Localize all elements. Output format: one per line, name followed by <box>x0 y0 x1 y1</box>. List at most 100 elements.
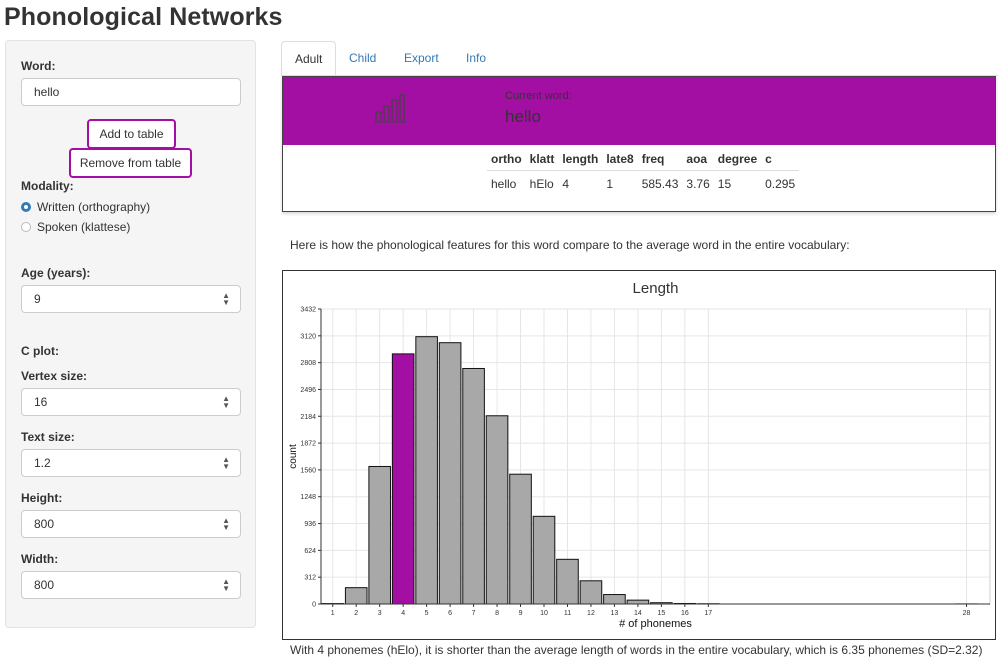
add-to-table-button[interactable]: Add to table <box>87 119 176 149</box>
y-axis-label: count <box>288 444 299 469</box>
radio-checked-icon[interactable] <box>21 202 31 212</box>
x-tick-label: 16 <box>681 610 689 617</box>
vertex-size-input[interactable]: 16 ▲ ▼ <box>21 388 241 416</box>
height-value: 800 <box>34 517 55 531</box>
y-tick-label: 312 <box>304 575 316 582</box>
chart-title: Length <box>633 280 679 297</box>
x-tick-label: 15 <box>657 610 665 617</box>
table-row: hello hElo 4 1 585.43 3.76 15 0.295 <box>487 170 799 197</box>
tabs-divider <box>281 75 998 76</box>
column-header-freq: freq <box>637 149 683 171</box>
x-tick-label: 5 <box>425 610 429 617</box>
spinner-arrows-icon[interactable]: ▲ ▼ <box>222 455 230 471</box>
table-cell-freq: 585.43 <box>641 176 679 191</box>
x-tick-label: 8 <box>495 610 499 617</box>
height-input[interactable]: 800 ▲ ▼ <box>21 510 241 538</box>
y-tick-label: 936 <box>304 521 316 528</box>
table-cell-late8: 1 <box>606 176 614 191</box>
table-cell-degree: 15 <box>717 176 732 191</box>
text-size-label: Text size: <box>21 430 75 444</box>
y-tick-label: 2496 <box>300 387 316 394</box>
width-value: 800 <box>34 578 55 592</box>
y-tick-label: 2808 <box>300 360 316 367</box>
x-tick-label: 1 <box>331 610 335 617</box>
bar-8 <box>485 415 509 605</box>
column-header-length: length <box>558 149 603 171</box>
modality-label: Modality: <box>21 179 74 193</box>
tab-info[interactable]: Info <box>466 51 487 65</box>
tab-adult[interactable]: Adult <box>281 41 337 76</box>
column-header-degree: degree <box>713 149 762 171</box>
column-header-late8: late8 <box>602 149 638 171</box>
width-input[interactable]: 800 ▲ ▼ <box>21 571 241 599</box>
y-tick-label: 0 <box>312 602 316 609</box>
x-tick-label: 4 <box>401 610 405 617</box>
x-tick-label: 14 <box>634 610 642 617</box>
radio-written[interactable]: Written (orthography) <box>21 200 150 214</box>
sidebar-panel: Word: hello Add to table Remove from tab… <box>5 40 256 628</box>
word-label: Word: <box>21 59 56 73</box>
table-cell-c: 0.295 <box>765 176 796 191</box>
table-header-row: ortho klatt length late8 freq aoa degree c <box>487 149 800 171</box>
y-tick-label: 3432 <box>300 307 316 314</box>
bar-12 <box>579 580 603 605</box>
bar-14 <box>626 599 650 605</box>
page-title: Phonological Networks <box>4 3 283 31</box>
spinner-arrows-icon[interactable]: ▲ ▼ <box>222 516 230 532</box>
x-tick-label: 12 <box>587 610 595 617</box>
y-tick-label: 1248 <box>300 494 316 501</box>
y-tick-label: 1872 <box>300 441 316 448</box>
width-label: Width: <box>21 552 59 566</box>
x-tick-label: 11 <box>564 610 571 617</box>
remove-from-table-button[interactable]: Remove from table <box>69 148 192 178</box>
table-cell-ortho: hello <box>491 176 517 191</box>
vertex-size-value: 16 <box>34 395 48 409</box>
radio-spoken[interactable]: Spoken (klattese) <box>21 220 130 234</box>
word-stats-table: ortho klatt length late8 freq aoa degree c hell… <box>487 149 800 197</box>
age-label: Age (years): <box>21 266 91 280</box>
radio-written-label: Written (orthography) <box>37 200 151 214</box>
x-axis-label: # of phonemes <box>619 618 692 630</box>
vertex-size-label: Vertex size: <box>21 369 88 383</box>
tab-child[interactable]: Child <box>349 51 377 65</box>
y-tick-label: 2184 <box>300 414 316 421</box>
spinner-arrows-icon[interactable]: ▲ ▼ <box>222 291 230 307</box>
table-cell-aoa: 3.76 <box>686 176 710 191</box>
table-cell-klatt: hElo <box>529 176 554 191</box>
x-tick-label: 28 <box>963 610 971 617</box>
spinner-arrows-icon[interactable]: ▲ ▼ <box>222 577 230 593</box>
bar-6 <box>438 342 462 605</box>
text-size-value: 1.2 <box>34 456 51 470</box>
table-cell-length: 4 <box>562 176 570 191</box>
bar-4 <box>391 353 415 605</box>
current-word-label: Current word: <box>505 90 572 102</box>
y-tick-label: 624 <box>304 548 316 555</box>
length-histogram-chart: 0312624936124815601872218424962808312034… <box>288 280 991 630</box>
column-header-ortho: ortho <box>487 149 526 171</box>
word-info-panel: Current word: hello ortho klatt length late… <box>282 76 996 212</box>
tab-export[interactable]: Export <box>404 51 439 65</box>
bar-5 <box>415 336 438 605</box>
bar-13 <box>603 594 626 605</box>
column-header-c: c <box>761 149 800 171</box>
word-input-value: hello <box>34 85 60 99</box>
x-tick-label: 9 <box>519 610 523 617</box>
spinner-arrows-icon[interactable]: ▲ ▼ <box>222 394 230 410</box>
x-tick-label: 10 <box>540 610 548 617</box>
bar-chart-icon <box>375 94 405 123</box>
word-banner: Current word: hello <box>283 77 995 145</box>
bar-3 <box>368 465 391 605</box>
bar-10 <box>532 515 556 605</box>
radio-unchecked-icon[interactable] <box>21 222 31 232</box>
radio-spoken-label: Spoken (klattese) <box>37 220 131 234</box>
x-tick-label: 7 <box>472 610 476 617</box>
column-header-klatt: klatt <box>525 149 559 171</box>
bar-11 <box>556 558 579 605</box>
age-input-value: 9 <box>34 292 41 306</box>
age-input[interactable]: 9 ▲ ▼ <box>21 285 241 313</box>
x-tick-label: 13 <box>611 610 619 617</box>
text-size-input[interactable]: 1.2 ▲ ▼ <box>21 449 241 477</box>
height-label: Height: <box>21 491 63 505</box>
word-input[interactable]: hello <box>21 78 241 106</box>
y-tick-label: 1560 <box>300 467 316 474</box>
